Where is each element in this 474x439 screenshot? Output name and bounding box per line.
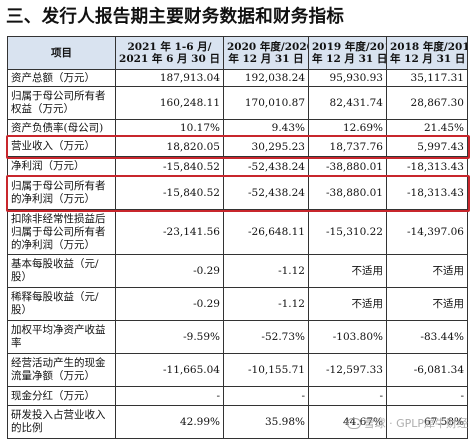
cell-value: -103.80% [308,320,387,354]
cell-value: -10,155.71 [223,353,309,387]
cell-value: -26,648.11 [223,209,309,255]
cell-value: -38,880.01 [308,176,387,210]
row-label: 研发投入占营业收入的比例 [7,405,116,439]
row-label: 加权平均净资产收益率 [7,320,116,354]
cell-value: 5,997.43 [386,136,468,157]
cell-value: -12,597.33 [308,353,387,387]
cell-value: -0.29 [115,254,224,288]
cell-value: 35,117.31 [386,69,468,87]
row-label: 资产总额（万元） [7,69,116,87]
cell-value: -52.73% [223,320,309,354]
cell-value: - [308,386,387,406]
cell-value: 170,010.87 [223,86,309,120]
financial-data-table: 项目 2021 年 1-6 月/2021 年 6 月 30 日 2020 年度/… [7,36,468,439]
table-row: 研发投入占营业收入的比例 42.99% 35.98% 44.67% 67.58% [7,405,468,439]
cell-value: -11,665.04 [115,353,224,387]
cell-value: -52,438.24 [223,156,309,177]
cell-value: 30,295.23 [223,136,309,157]
table-row: 资产总额（万元） 187,913.04 192,038.24 95,930.93… [7,69,468,87]
row-label: 现金分红（万元） [7,386,116,406]
table-row: 基本每股收益（元/股） -0.29 -1.12 不适用 不适用 [7,254,468,288]
cell-value: -18,313.43 [386,156,468,177]
snowball-logo-icon [346,418,361,429]
row-label: 净利润（万元） [7,156,116,177]
cell-value: 不适用 [386,287,468,321]
cell-value: -0.29 [115,287,224,321]
cell-value: -1.12 [223,287,309,321]
cell-value: 82,431.74 [308,86,387,120]
cell-value: 192,038.24 [223,69,309,87]
cell-value: 18,820.05 [115,136,224,157]
cell-value: 67.58% [386,405,468,439]
cell-value: 不适用 [308,287,387,321]
cell-value: 12.69% [308,119,387,137]
row-label: 稀释每股收益（元/股） [7,287,116,321]
row-label: 扣除非经常性损益后归属于母公司所有者的净利润（万元） [7,209,116,255]
table-row-net-profit-parent: 归属于母公司所有者的净利润（万元） -15,840.52 -52,438.24 … [7,176,468,210]
cell-value: 9.43% [223,119,309,137]
table-row: 稀释每股收益（元/股） -0.29 -1.12 不适用 不适用 [7,287,468,321]
table-row: 归属于母公司所有者权益（万元） 160,248.11 170,010.87 82… [7,86,468,120]
cell-value: 42.99% [115,405,224,439]
cell-value: -83.44% [386,320,468,354]
cell-value: 44.67% [308,405,387,439]
cell-value: -6,081.34 [386,353,468,387]
cell-value: 18,737.76 [308,136,387,157]
row-label: 营业收入（万元） [7,136,116,157]
cell-value: -15,840.52 [115,176,224,210]
cell-value: 160,248.11 [115,86,224,120]
section-heading: 三、发行人报告期主要财务数据和财务指标 [6,7,345,27]
cell-value: 187,913.04 [115,69,224,87]
table-row: 净利润（万元） -15,840.52 -52,438.24 -38,880.01… [7,156,468,177]
cell-value: -1.12 [223,254,309,288]
cell-value: -15,840.52 [115,156,224,177]
cell-value: - [223,386,309,406]
cell-value: 10.17% [115,119,224,137]
table-row: 资产负债率(母公司) 10.17% 9.43% 12.69% 21.45% [7,119,468,137]
header-period-2020: 2020 年度/2020 年 12 月 31 日 [223,36,309,70]
cell-value: 28,867.30 [386,86,468,120]
cell-value: 不适用 [308,254,387,288]
row-label: 经营活动产生的现金流量净额（万元） [7,353,116,387]
header-item: 项目 [7,36,116,70]
table-row: 扣除非经常性损益后归属于母公司所有者的净利润（万元） -23,141.56 -2… [7,209,468,255]
cell-value: 21.45% [386,119,468,137]
cell-value: -23,141.56 [115,209,224,255]
row-label: 基本每股收益（元/股） [7,254,116,288]
table-row-revenue: 营业收入（万元） 18,820.05 30,295.23 18,737.76 5… [7,136,468,157]
cell-value: -9.59% [115,320,224,354]
row-label: 归属于母公司所有者权益（万元） [7,86,116,120]
cell-value: 35.98% [223,405,309,439]
table-row: 经营活动产生的现金流量净额（万元） -11,665.04 -10,155.71 … [7,353,468,387]
table-header-row: 项目 2021 年 1-6 月/2021 年 6 月 30 日 2020 年度/… [7,36,468,70]
table-row: 现金分红（万元） - - - - [7,386,468,406]
cell-value: -18,313.43 [386,176,468,210]
cell-value: -52,438.24 [223,176,309,210]
cell-value: -38,880.01 [308,156,387,177]
cell-value: - [386,386,468,406]
cell-value: 95,930.93 [308,69,387,87]
header-period-2021h1: 2021 年 1-6 月/2021 年 6 月 30 日 [115,36,224,70]
table-row: 加权平均净资产收益率 -9.59% -52.73% -103.80% -83.4… [7,320,468,354]
cell-value: -14,397.06 [386,209,468,255]
watermark: 雪球 · GPLP犀牛财经 [346,415,468,431]
row-label: 归属于母公司所有者的净利润（万元） [7,176,116,210]
cell-value: 不适用 [386,254,468,288]
cell-value: - [115,386,224,406]
cell-value: -15,310.22 [308,209,387,255]
row-label: 资产负债率(母公司) [7,119,116,137]
